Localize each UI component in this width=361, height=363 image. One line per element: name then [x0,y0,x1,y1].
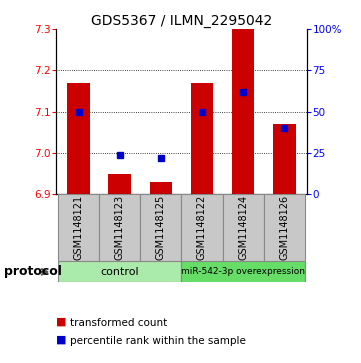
Bar [182,261,305,282]
Text: GSM1148122: GSM1148122 [197,195,207,260]
Text: GSM1148124: GSM1148124 [238,195,248,260]
Bar [99,194,140,261]
Text: miR-542-3p overexpression: miR-542-3p overexpression [181,268,305,276]
Bar [273,124,296,194]
Bar [264,194,305,261]
Bar [222,194,264,261]
Text: GSM1148121: GSM1148121 [74,195,84,260]
Bar [149,182,172,194]
Text: ■: ■ [56,316,66,326]
Text: protocol: protocol [4,265,61,278]
Text: control: control [100,267,139,277]
Bar [58,194,99,261]
Bar [108,174,131,194]
Text: GSM1148123: GSM1148123 [115,195,125,260]
Bar [232,29,255,194]
Bar [58,261,182,282]
Bar [140,194,182,261]
Text: GSM1148126: GSM1148126 [279,195,289,260]
Text: transformed count: transformed count [70,318,168,328]
Bar [67,83,90,194]
Text: ■: ■ [56,334,66,344]
Title: GDS5367 / ILMN_2295042: GDS5367 / ILMN_2295042 [91,14,272,28]
Bar [191,83,213,194]
Bar [182,194,222,261]
Text: percentile rank within the sample: percentile rank within the sample [70,336,246,346]
Text: GSM1148125: GSM1148125 [156,195,166,260]
